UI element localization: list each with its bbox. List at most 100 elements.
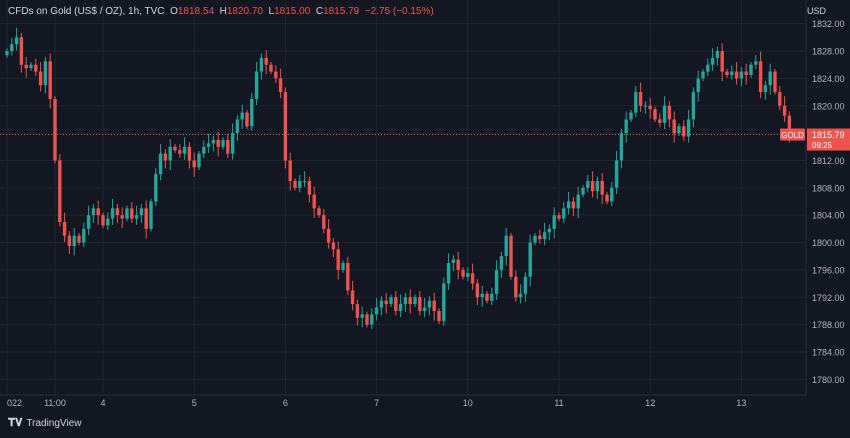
candle-body: [278, 78, 283, 93]
tradingview-logo[interactable]: 𝐓𝐕 TradingView: [8, 417, 81, 430]
candle-body: [346, 263, 350, 291]
candle-body: [19, 37, 24, 65]
candle-body: [624, 119, 628, 134]
change-value: −2.75 (−0.15%): [364, 6, 434, 17]
candle-body: [288, 160, 292, 181]
candle-body: [763, 85, 768, 93]
candle-body: [734, 71, 739, 79]
candle-body: [264, 57, 268, 65]
time-tick-label: 11: [554, 398, 563, 408]
candle-body: [715, 51, 720, 58]
high-value: 1820.70: [226, 6, 263, 17]
candle-body: [274, 71, 278, 79]
tradingview-icon: 𝐓𝐕: [8, 417, 23, 429]
candle-body: [562, 208, 566, 219]
candle-body: [658, 119, 662, 123]
close-value: 1815.79: [323, 6, 360, 17]
candle-body: [115, 208, 120, 216]
candle-body: [307, 180, 312, 195]
countdown-tag: 09:25: [812, 141, 833, 150]
time-tick-label: 10: [463, 398, 473, 408]
candle-body: [586, 180, 590, 188]
candle-body: [120, 215, 124, 219]
candle-body: [144, 208, 148, 229]
candle-body: [398, 304, 403, 311]
candle-body: [192, 160, 196, 168]
candle-body: [773, 71, 777, 93]
candle-body: [254, 71, 259, 99]
candle-body: [34, 64, 38, 72]
candle-body: [480, 293, 484, 298]
candle-body: [667, 105, 672, 120]
symbol-tag-box: [780, 128, 805, 141]
candle-body: [322, 215, 326, 229]
candle-body: [341, 263, 345, 270]
candle-body: [758, 61, 763, 93]
candle-body: [408, 297, 412, 305]
candle-body: [682, 126, 686, 137]
candle-body: [504, 235, 508, 257]
candle-body: [240, 112, 244, 120]
candle-body: [552, 215, 556, 229]
candle-body: [730, 71, 734, 75]
candle-body: [365, 314, 369, 325]
candle-body: [374, 307, 379, 315]
time-tick-label: 022: [7, 398, 22, 408]
time-tick-label: 6: [283, 398, 288, 408]
candle-body: [355, 304, 360, 318]
candle-body: [677, 126, 681, 134]
candle-body: [379, 300, 384, 308]
candle-body: [370, 314, 374, 325]
candle-body: [326, 228, 331, 243]
candle-body: [499, 256, 504, 270]
candle-body: [302, 180, 307, 182]
candle-body: [125, 208, 129, 219]
candle-body: [187, 146, 192, 161]
candle-body: [58, 160, 62, 223]
candle-body: [86, 215, 91, 229]
candle-body: [739, 71, 744, 79]
candle-body: [566, 201, 571, 209]
candle-body: [787, 115, 792, 135]
symbol-legend: CFDs on Gold (US$ / OZ), 1h, TVC O1818.5…: [8, 6, 434, 17]
open-value: 1818.54: [177, 6, 215, 17]
candle-body: [5, 51, 9, 56]
candle-body: [163, 153, 168, 161]
candle-body: [72, 235, 76, 246]
candle-body: [350, 290, 355, 305]
candle-body: [134, 215, 139, 219]
candle-body: [528, 242, 532, 277]
candle-body: [427, 300, 432, 308]
candle-body: [749, 64, 753, 75]
price-tick-label: 1796.00: [812, 265, 845, 275]
candle-body: [384, 300, 388, 305]
candle-body: [629, 112, 633, 120]
price-tick-label: 1784.00: [812, 347, 845, 357]
candle-body: [571, 201, 576, 209]
candle-body: [168, 146, 172, 161]
open-key: O: [170, 6, 178, 17]
candle-body: [29, 64, 33, 69]
candle-body: [53, 98, 57, 161]
candle-body: [173, 146, 177, 151]
currency-label[interactable]: USD: [806, 6, 826, 16]
candle-body: [211, 139, 216, 144]
price-tick-label: 1808.00: [812, 183, 845, 193]
price-tick-label: 1820.00: [812, 101, 845, 111]
candle-body: [235, 119, 240, 134]
candle-body: [202, 146, 206, 154]
candle-body: [394, 297, 398, 311]
candle-body: [418, 297, 422, 311]
candle-body: [298, 180, 302, 188]
candle-body: [230, 133, 235, 154]
time-tick-label: 7: [374, 398, 379, 408]
candle-body: [317, 208, 321, 216]
candle-body: [744, 71, 748, 75]
price-tick-label: 1832.00: [812, 19, 845, 29]
close-key: C: [315, 6, 324, 17]
candle-body: [43, 61, 48, 86]
price-tick-label: 1800.00: [812, 238, 845, 248]
price-tick-label: 1788.00: [812, 320, 845, 330]
